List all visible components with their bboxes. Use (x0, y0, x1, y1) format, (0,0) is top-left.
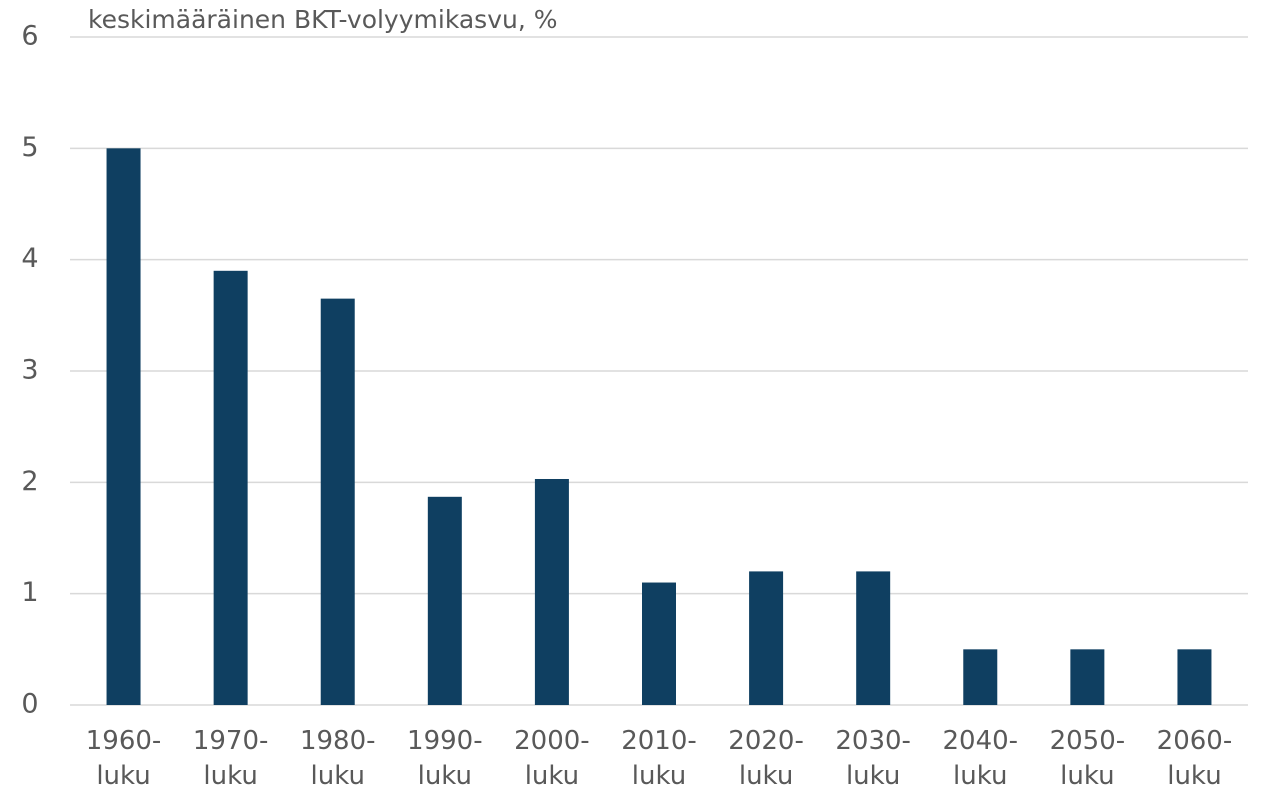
bar (856, 571, 891, 705)
x-tick-label: 2020-luku (728, 726, 804, 791)
x-tick-label: 1960-luku (85, 726, 162, 791)
x-tick-label: 2050-luku (1049, 726, 1126, 791)
x-tick-label: 2030-luku (835, 726, 911, 791)
bar (749, 571, 784, 705)
x-tick-label: 2010-luku (621, 726, 697, 791)
bar (213, 270, 248, 705)
bar (106, 148, 141, 706)
x-tick-label: 1980-luku (299, 726, 376, 791)
y-tick-label: 6 (21, 21, 38, 52)
y-tick-label: 1 (21, 577, 38, 608)
chart-title: keskimääräinen BKT-volyymikasvu, % (88, 5, 558, 34)
bar (642, 582, 676, 705)
bar (1177, 649, 1212, 705)
x-tick-label: 1990-luku (407, 726, 483, 791)
y-tick-label: 5 (21, 132, 38, 163)
x-tick-label: 2060-luku (1156, 726, 1233, 791)
bar (320, 298, 355, 705)
bar (427, 496, 462, 705)
bar (534, 478, 569, 705)
bar (1070, 649, 1105, 705)
bar (963, 649, 998, 705)
y-tick-label: 0 (21, 689, 38, 720)
x-tick-label: 2040-luku (942, 726, 1019, 791)
y-tick-label: 4 (21, 243, 38, 274)
x-tick-label: 2000-luku (514, 726, 590, 791)
y-tick-label: 2 (21, 466, 38, 497)
y-tick-label: 3 (21, 355, 38, 386)
x-tick-label: 1970-luku (192, 726, 269, 791)
